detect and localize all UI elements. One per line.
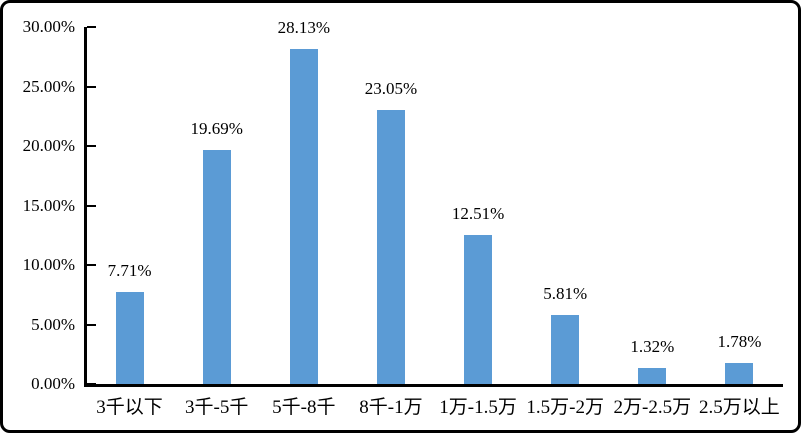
bar-value-label: 5.81%: [543, 283, 588, 303]
y-axis-tick-mark: [87, 204, 96, 207]
y-axis-tick-label: 20.00%: [22, 136, 75, 155]
bar-8千-1万: [376, 109, 405, 384]
y-axis-tick-label: 15.00%: [22, 195, 75, 215]
y-axis-tick-label: 25.00%: [22, 76, 75, 96]
y-axis-tick-mark: [87, 145, 96, 147]
y-axis-tick-label: 30.00%: [22, 17, 75, 36]
x-axis-line: [84, 384, 783, 387]
y-axis-tick-label: 10.00%: [22, 255, 75, 274]
y-axis-tick-mark: [87, 264, 96, 266]
y-axis-line: [84, 27, 87, 387]
bar-1.5万-2万: [551, 314, 580, 384]
bar-value-label: 28.13%: [277, 18, 331, 38]
y-axis-tick-label: 5.00%: [31, 314, 75, 334]
y-axis-tick-mark: [87, 383, 96, 385]
x-axis-category-label: 3千-5千: [185, 397, 249, 418]
bar-3千以下: [115, 292, 144, 384]
x-axis-category-label: 3千以下: [96, 397, 163, 418]
bar-value-label: 7.71%: [107, 261, 152, 281]
bar-value-label: 1.32%: [630, 337, 675, 357]
y-axis-tick-mark: [87, 323, 96, 326]
x-axis-category-label: 5千-8千: [272, 397, 336, 418]
y-axis-tick-mark: [87, 26, 96, 28]
bar-value-label: 23.05%: [364, 78, 418, 98]
bar-2万-2.5万: [638, 368, 667, 384]
bar-value-label: 12.51%: [451, 204, 505, 224]
x-axis-category-label: 2万-2.5万: [613, 397, 692, 418]
bar-5千-8千: [289, 49, 318, 384]
x-axis-category-label: 1.5万-2万: [526, 397, 604, 418]
bar-2.5万以上: [725, 362, 754, 384]
bar-value-label: 19.69%: [190, 118, 243, 138]
y-axis-tick-mark: [87, 85, 96, 88]
y-axis-tick-label: 0.00%: [31, 374, 75, 393]
bar-1万-1.5万: [464, 235, 493, 384]
x-axis-category-label: 1万-1.5万: [439, 397, 517, 418]
x-axis-category-label: 8千-1万: [359, 397, 423, 418]
bar-3千-5千: [202, 149, 231, 384]
x-axis-category-label: 2.5万以上: [699, 397, 780, 418]
bar-value-label: 1.78%: [717, 331, 762, 351]
